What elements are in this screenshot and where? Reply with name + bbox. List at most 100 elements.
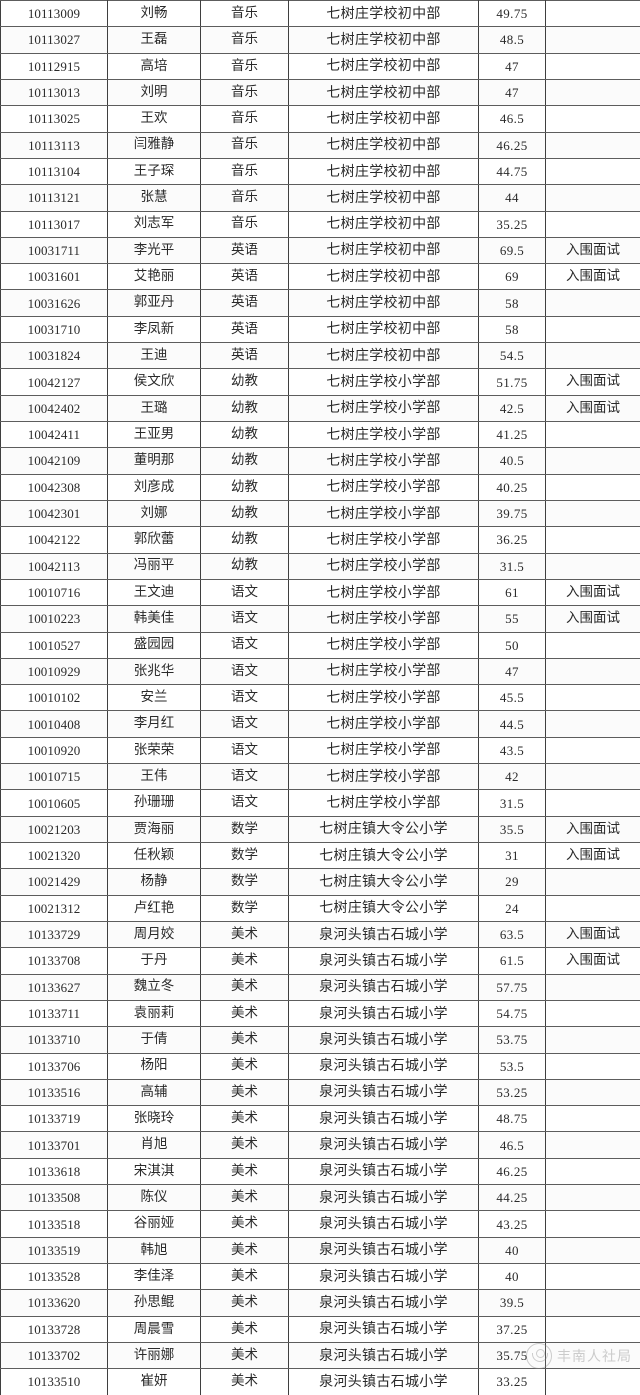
cell-school: 七树庄学校小学部 <box>288 526 479 554</box>
cell-exam-id: 10133627 <box>0 974 108 1001</box>
cell-school: 泉河头镇古石城小学 <box>288 1079 479 1107</box>
cell-name: 杨静 <box>107 868 201 896</box>
cell-name: 艾艳丽 <box>107 263 201 291</box>
cell-school: 泉河头镇古石城小学 <box>288 1184 479 1212</box>
cell-score: 24 <box>478 895 546 922</box>
cell-school: 七树庄镇大令公小学 <box>288 816 479 844</box>
cell-exam-id: 10133710 <box>0 1026 108 1054</box>
cell-status <box>545 1263 640 1291</box>
cell-school: 七树庄学校初中部 <box>288 342 479 370</box>
table-row: 10031710 李凤新 英语 七树庄学校初中部 58 <box>0 316 640 344</box>
table-row: 10133706 杨阳 美术 泉河头镇古石城小学 53.5 <box>0 1053 640 1080</box>
cell-name: 王欢 <box>107 105 201 133</box>
cell-subject: 音乐 <box>200 184 289 212</box>
cell-score: 53.75 <box>478 1026 546 1054</box>
cell-school: 七树庄学校小学部 <box>288 579 479 607</box>
cell-name: 郭亚丹 <box>107 289 201 317</box>
cell-name: 刘明 <box>107 79 201 107</box>
cell-score: 46.25 <box>478 132 546 159</box>
cell-status <box>545 132 640 159</box>
cell-exam-id: 10042411 <box>0 421 108 449</box>
cell-status <box>545 1079 640 1107</box>
cell-exam-id: 10010929 <box>0 658 108 686</box>
cell-status <box>545 0 640 28</box>
cell-exam-id: 10010920 <box>0 737 108 765</box>
table-row: 10113121 张慧 音乐 七树庄学校初中部 44 <box>0 184 640 212</box>
cell-subject: 幼教 <box>200 526 289 554</box>
cell-score: 53.5 <box>478 1053 546 1080</box>
cell-subject: 美术 <box>200 1026 289 1054</box>
cell-exam-id: 10112915 <box>0 53 108 80</box>
cell-score: 41.25 <box>478 421 546 449</box>
table-row: 10133728 周晨雪 美术 泉河头镇古石城小学 37.25 <box>0 1316 640 1343</box>
cell-exam-id: 10133620 <box>0 1289 108 1317</box>
table-row: 10113025 王欢 音乐 七树庄学校初中部 46.5 <box>0 105 640 133</box>
cell-name: 袁丽莉 <box>107 1000 201 1028</box>
cell-subject: 语文 <box>200 605 289 633</box>
cell-name: 于倩 <box>107 1026 201 1054</box>
cell-status: 入围面试 <box>545 579 640 607</box>
cell-score: 47 <box>478 658 546 686</box>
cell-status <box>545 1316 640 1343</box>
cell-subject: 美术 <box>200 1158 289 1186</box>
cell-exam-id: 10133618 <box>0 1158 108 1186</box>
cell-status <box>545 737 640 765</box>
cell-score: 69 <box>478 263 546 291</box>
cell-school: 七树庄学校小学部 <box>288 684 479 712</box>
cell-score: 63.5 <box>478 921 546 949</box>
table-row: 10113104 王子琛 音乐 七树庄学校初中部 44.75 <box>0 158 640 186</box>
cell-subject: 幼教 <box>200 500 289 528</box>
cell-status <box>545 1026 640 1054</box>
cell-score: 43.25 <box>478 1210 546 1238</box>
cell-exam-id: 10021203 <box>0 816 108 844</box>
table-row: 10133719 张晓玲 美术 泉河头镇古石城小学 48.75 <box>0 1105 640 1133</box>
cell-subject: 美术 <box>200 1210 289 1238</box>
table-row: 10133528 李佳泽 美术 泉河头镇古石城小学 40 <box>0 1263 640 1291</box>
cell-status <box>545 553 640 580</box>
cell-school: 泉河头镇古石城小学 <box>288 1158 479 1186</box>
cell-exam-id: 10010102 <box>0 684 108 712</box>
cell-status <box>545 526 640 554</box>
cell-score: 61 <box>478 579 546 607</box>
cell-school: 泉河头镇古石城小学 <box>288 921 479 949</box>
cell-school: 七树庄学校小学部 <box>288 658 479 686</box>
cell-school: 泉河头镇古石城小学 <box>288 1000 479 1028</box>
cell-name: 张慧 <box>107 184 201 212</box>
cell-exam-id: 10031601 <box>0 263 108 291</box>
cell-school: 泉河头镇古石城小学 <box>288 1026 479 1054</box>
cell-exam-id: 10133702 <box>0 1342 108 1370</box>
cell-subject: 音乐 <box>200 53 289 80</box>
cell-status <box>545 53 640 80</box>
cell-status <box>545 316 640 344</box>
cell-exam-id: 10133510 <box>0 1368 108 1395</box>
cell-subject: 音乐 <box>200 79 289 107</box>
cell-status <box>545 789 640 817</box>
cell-school: 七树庄学校初中部 <box>288 158 479 186</box>
cell-name: 安兰 <box>107 684 201 712</box>
cell-school: 泉河头镇古石城小学 <box>288 1289 479 1317</box>
cell-score: 47 <box>478 53 546 80</box>
cell-status <box>545 868 640 896</box>
table-row: 10042127 侯文欣 幼教 七树庄学校小学部 51.75 入围面试 <box>0 368 640 396</box>
table-row: 10031824 王迪 英语 七树庄学校初中部 54.5 <box>0 342 640 370</box>
cell-school: 泉河头镇古石城小学 <box>288 1368 479 1395</box>
cell-name: 冯丽平 <box>107 553 201 580</box>
cell-exam-id: 10133719 <box>0 1105 108 1133</box>
cell-status <box>545 184 640 212</box>
cell-subject: 英语 <box>200 342 289 370</box>
cell-name: 张兆华 <box>107 658 201 686</box>
table-row: 10010929 张兆华 语文 七树庄学校小学部 47 <box>0 658 640 686</box>
cell-subject: 美术 <box>200 1105 289 1133</box>
cell-status <box>545 474 640 501</box>
cell-exam-id: 10113104 <box>0 158 108 186</box>
cell-score: 37.25 <box>478 1316 546 1343</box>
cell-score: 35.25 <box>478 211 546 238</box>
table-row: 10042109 董明那 幼教 七树庄学校小学部 40.5 <box>0 447 640 475</box>
table-row: 10113017 刘志军 音乐 七树庄学校初中部 35.25 <box>0 211 640 238</box>
cell-status: 入围面试 <box>545 605 640 633</box>
cell-name: 王迪 <box>107 342 201 370</box>
cell-status <box>545 974 640 1001</box>
cell-status <box>545 1210 640 1238</box>
cell-subject: 音乐 <box>200 158 289 186</box>
cell-name: 张晓玲 <box>107 1105 201 1133</box>
